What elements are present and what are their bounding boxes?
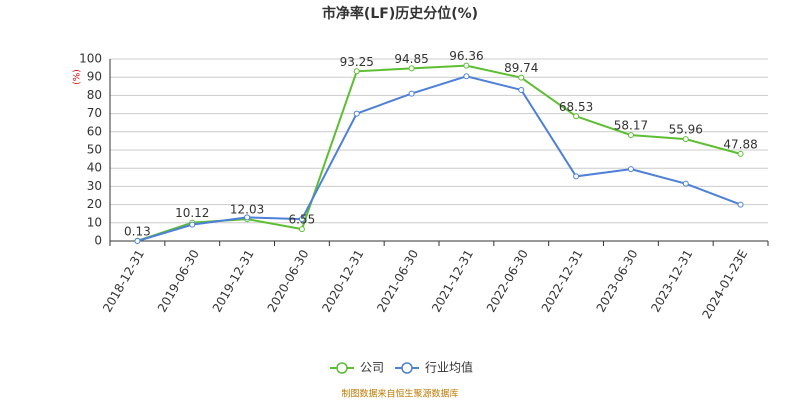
point: [408, 65, 415, 72]
y-tick-label: 70: [87, 106, 102, 120]
legend-marker: [336, 362, 348, 374]
y-tick-label: 80: [87, 88, 102, 102]
legend-marker: [401, 362, 413, 374]
point: [298, 226, 305, 233]
point: [353, 68, 360, 75]
y-axis-label: (%): [73, 69, 83, 85]
series-line: [137, 75, 741, 242]
data-label: 96.36: [449, 49, 483, 63]
data-label: 94.85: [394, 52, 428, 66]
x-tick-label: 2018-12-31: [100, 247, 147, 314]
y-tick-label: 100: [79, 52, 102, 66]
x-tick-label: 2024-01-23E: [699, 247, 750, 321]
data-label: 89.74: [504, 61, 538, 75]
x-tick-label: 2021-06-30: [374, 247, 421, 314]
point: [463, 62, 470, 69]
point: [189, 221, 196, 228]
point: [244, 214, 251, 221]
y-tick-label: 10: [87, 215, 102, 229]
legend-label: 公司: [360, 361, 384, 375]
point: [518, 86, 525, 93]
point: [627, 166, 634, 173]
data-label: 55.96: [669, 123, 703, 137]
data-label: 58.17: [614, 119, 648, 133]
y-tick-label: 30: [87, 179, 102, 193]
point: [353, 110, 360, 117]
point: [737, 150, 744, 157]
y-tick-label: 60: [87, 124, 102, 138]
data-label: 47.88: [723, 137, 757, 151]
x-tick-label: 2019-12-31: [210, 247, 257, 314]
data-label: 10.12: [175, 206, 209, 220]
x-tick-label: 2020-12-31: [319, 247, 366, 314]
x-tick-label: 2022-06-30: [484, 247, 531, 314]
x-tick-label: 2023-12-31: [648, 247, 695, 314]
data-label: 6.55: [289, 213, 316, 227]
x-tick-label: 2023-06-30: [594, 247, 641, 314]
point: [463, 73, 470, 80]
legend-label: 行业均值: [425, 360, 473, 375]
y-tick-label: 90: [87, 70, 102, 84]
series-line: [137, 64, 741, 242]
y-tick-label: 40: [87, 161, 102, 175]
x-tick-label: 2019-06-30: [155, 247, 202, 314]
source-note: 制图数据来自恒生聚源数据库: [341, 388, 458, 400]
data-label: 12.03: [230, 203, 264, 217]
data-label: 93.25: [340, 55, 374, 69]
x-tick-label: 2021-12-31: [429, 247, 476, 314]
point: [408, 90, 415, 97]
point: [518, 74, 525, 81]
x-tick-label: 2022-12-31: [539, 247, 586, 314]
x-tick-label: 2020-06-30: [265, 247, 312, 314]
point: [627, 132, 634, 139]
point: [682, 180, 689, 187]
point: [298, 216, 305, 223]
point: [737, 201, 744, 208]
point: [134, 238, 141, 244]
y-tick-label: 20: [87, 197, 102, 211]
data-label: 0.13: [124, 224, 151, 238]
data-label: 68.53: [559, 100, 593, 114]
y-tick-label: 50: [87, 143, 102, 157]
chart-title: 市净率(LF)历史分位(%): [322, 5, 478, 22]
point: [573, 173, 580, 180]
point: [682, 136, 689, 143]
point: [573, 113, 580, 120]
y-tick-label: 0: [94, 234, 102, 248]
